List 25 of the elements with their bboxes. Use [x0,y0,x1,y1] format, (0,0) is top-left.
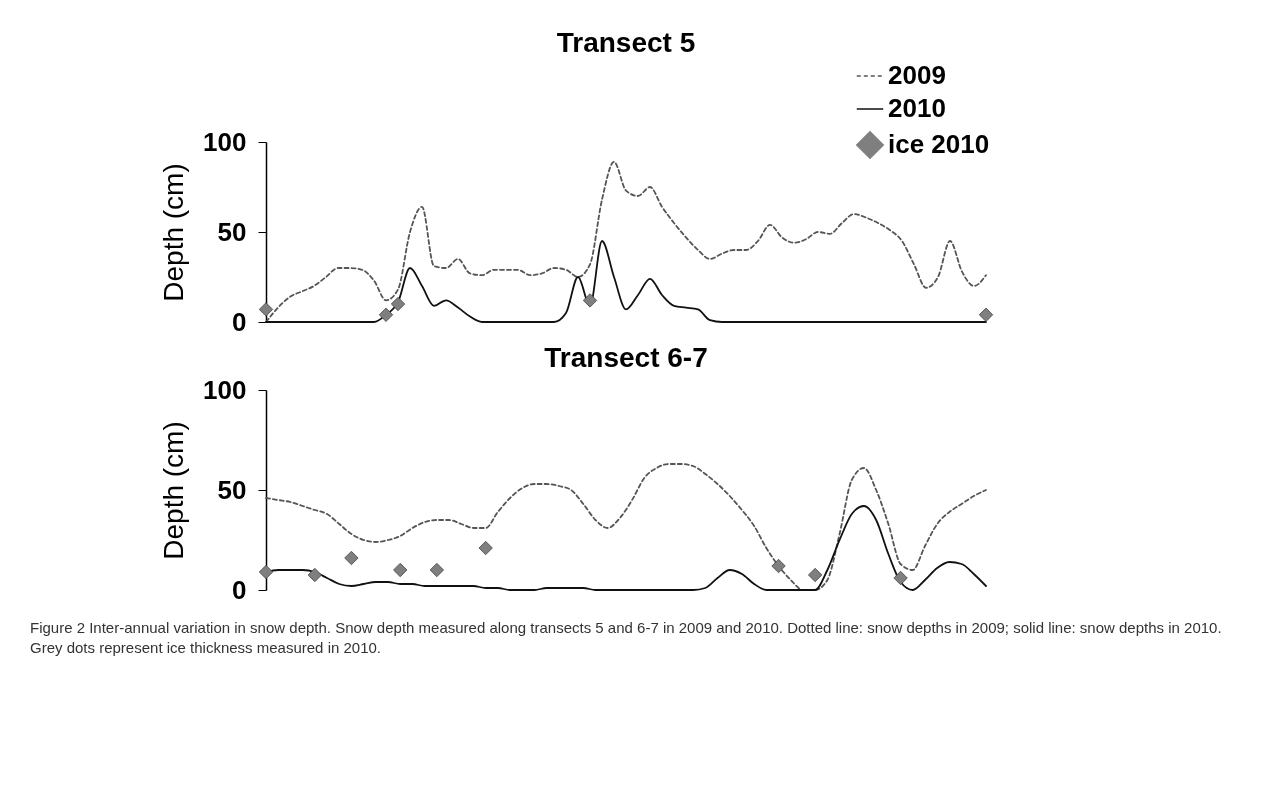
point [808,567,823,583]
point [344,550,359,566]
y-axis-title: Depth (cm) [158,163,190,302]
chart-title: Transect 6-7 [544,342,708,373]
line-series [265,160,987,323]
y-tick-label: 0 [232,574,247,605]
chart-title: Transect 5 [556,27,696,58]
point [258,564,274,580]
line-series [265,463,987,591]
y-axis-title: Depth (cm) [158,421,190,560]
legend-label: 2010 [888,93,946,123]
y-tick-label: 50 [217,216,247,247]
y-tick-label: 100 [203,126,247,157]
y-tick-label: 50 [217,474,247,505]
legend-label: 2009 [888,60,946,90]
y-tick-label: 100 [203,374,247,405]
point [429,562,444,578]
point [478,540,493,556]
point [893,570,908,586]
point [393,562,408,578]
caption: Figure 2 Inter-annual variation in snow depth. Snow depth measured along transects 5 and 6-7 in 2009 and 2010. Dotted line: snow depths in 2009; solid line: snow depths in 2010. Grey dots represent ice thickness measured in 2010. [30,618,1223,659]
legend-label: ice 2010 [888,129,990,159]
point [771,558,786,574]
point [307,567,322,583]
y-tick-label: 0 [232,306,247,337]
